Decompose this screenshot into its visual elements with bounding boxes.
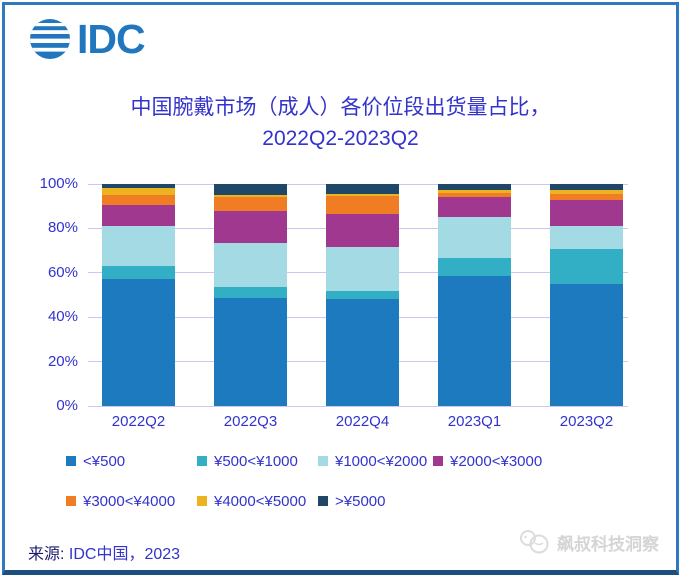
bar-segment-2022Q4: [326, 299, 399, 406]
legend-label: ¥4000<¥5000: [214, 492, 307, 510]
legend-label: <¥500: [83, 452, 126, 470]
bar-segment-2023Q2: [550, 193, 623, 200]
legend-item: ¥4000<¥5000: [197, 492, 306, 510]
y-axis-tick-label: 0%: [56, 397, 78, 414]
gridline-0: [88, 405, 628, 407]
legend-swatch: [318, 456, 328, 466]
bar-segment-2023Q1: [438, 192, 511, 198]
bar-segment-2023Q1: [438, 197, 511, 218]
bar-segment-2022Q3: [214, 298, 287, 406]
bar-segment-2023Q2: [550, 249, 623, 284]
legend-label: ¥3000<¥4000: [83, 492, 176, 510]
y-axis-tick-label: 60%: [47, 263, 78, 281]
bar-segment-2023Q2: [550, 283, 623, 406]
bar-segment-2022Q2: [102, 279, 175, 406]
bar-segment-2022Q3: [214, 242, 287, 288]
bar-segment-2022Q2: [102, 184, 175, 189]
x-axis-tick-label: 2022Q4: [335, 413, 390, 430]
bar-segment-2022Q2: [102, 205, 175, 227]
idc-logo-text: IDC: [77, 16, 146, 62]
bar-segment-2023Q1: [438, 184, 511, 190]
bar-segment-2022Q2: [102, 188, 175, 196]
idc-globe-icon: [30, 19, 70, 59]
bar-segment-2022Q4: [326, 184, 399, 194]
legend-label: ¥2000<¥3000: [450, 452, 543, 470]
bar-segment-2022Q3: [214, 287, 287, 299]
bar-segment-2022Q3: [214, 210, 287, 243]
bar-segment-2022Q4: [326, 213, 399, 248]
bar-segment-2022Q3: [214, 184, 287, 196]
legend-item: ¥2000<¥3000: [433, 452, 542, 470]
bar-segment-2022Q2: [102, 226, 175, 267]
source-prefix: 来源:: [28, 546, 69, 563]
legend-item: <¥500: [66, 452, 125, 470]
bar-segment-2022Q2: [102, 195, 175, 206]
bar-segment-2023Q2: [550, 184, 623, 190]
x-axis-tick-label: 2023Q2: [559, 413, 614, 430]
bar-segment-2023Q1: [438, 276, 511, 406]
legend-swatch: [197, 456, 207, 466]
legend-label: ¥1000<¥2000: [335, 452, 428, 470]
legend-swatch: [66, 496, 76, 506]
legend-swatch: [318, 496, 328, 506]
source-note: 来源: IDC中国，2023: [28, 540, 180, 564]
bar-segment-2023Q2: [550, 199, 623, 227]
legend-swatch: [66, 456, 76, 466]
watermark: 飙叔科技洞察: [519, 529, 659, 555]
bar-segment-2022Q4: [326, 247, 399, 291]
watermark-logo-icon: [520, 530, 549, 554]
x-axis-tick-label: 2022Q2: [111, 413, 166, 430]
bar-segment-2023Q1: [438, 258, 511, 277]
chart-title: 中国腕戴市场（成人）各价位段出货量占比， 2022Q2-2023Q2: [0, 92, 681, 154]
source-text: IDC中国，2023: [68, 546, 181, 563]
y-axis-tick-label: 80%: [47, 219, 78, 237]
bar-segment-2022Q3: [214, 195, 287, 198]
legend-label: ¥500<¥1000: [214, 452, 298, 470]
y-axis-tick-label: 100%: [39, 175, 78, 192]
idc-logo: IDC: [28, 16, 146, 62]
bar-segment-2022Q4: [326, 290, 399, 300]
legend-swatch: [433, 456, 443, 466]
legend-item: >¥5000: [318, 492, 385, 510]
bar-segment-2022Q2: [102, 266, 175, 280]
bar-segment-2022Q4: [326, 196, 399, 214]
x-axis-tick-label: 2022Q3: [223, 413, 278, 430]
bar-segment-2022Q3: [214, 197, 287, 211]
watermark-text: 飙叔科技洞察: [557, 534, 659, 554]
y-axis-tick-label: 20%: [47, 352, 78, 370]
bar-segment-2023Q2: [550, 189, 623, 194]
bar-segment-2023Q1: [438, 189, 511, 193]
bar-segment-2023Q1: [438, 217, 511, 259]
legend-item: ¥3000<¥4000: [66, 492, 175, 510]
x-axis-tick-label: 2023Q1: [447, 413, 502, 430]
legend-swatch: [197, 496, 207, 506]
y-axis-tick-label: 40%: [47, 308, 78, 326]
chart-title-line1: 中国腕戴市场（成人）各价位段出货量占比，: [130, 96, 551, 119]
bar-segment-2022Q4: [326, 193, 399, 197]
legend-item: ¥1000<¥2000: [318, 452, 427, 470]
legend-label: >¥5000: [335, 492, 386, 510]
legend-item: ¥500<¥1000: [197, 452, 298, 470]
chart-title-line2: 2022Q2-2023Q2: [262, 127, 419, 150]
bar-segment-2023Q2: [550, 226, 623, 250]
